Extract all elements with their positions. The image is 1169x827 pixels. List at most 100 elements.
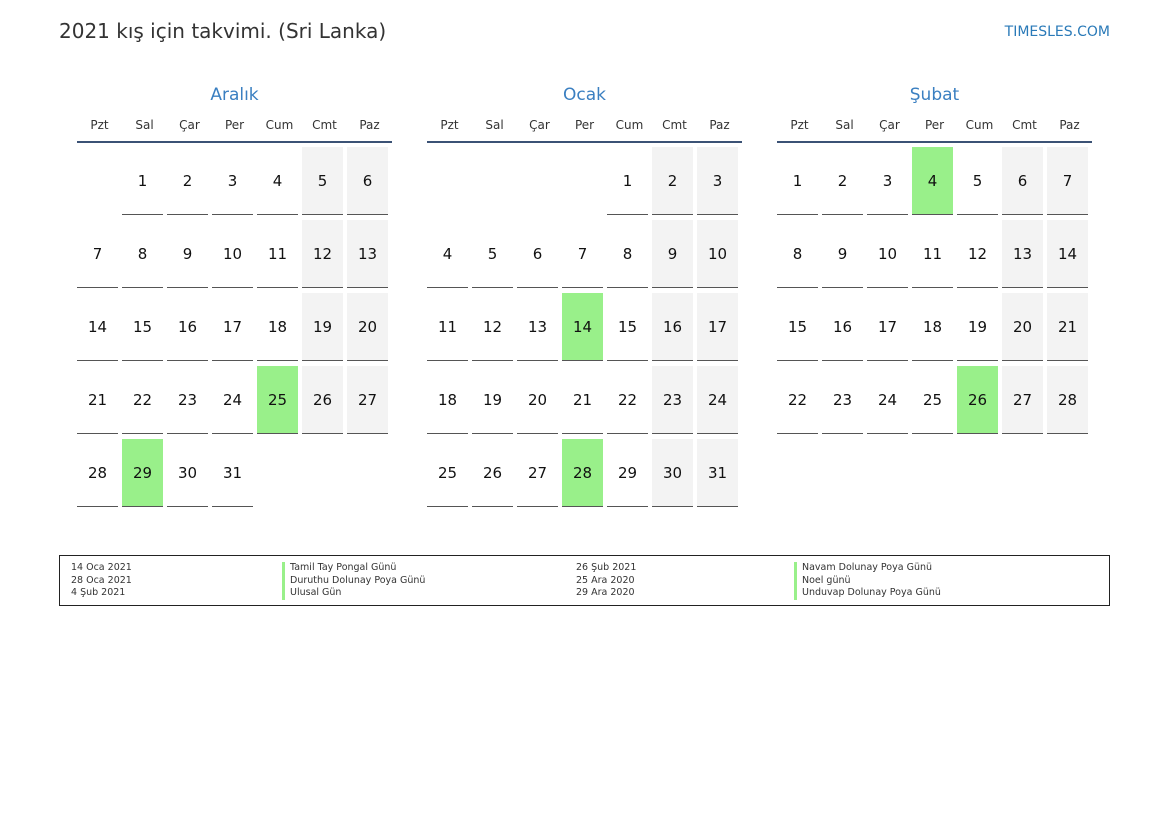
day-cell: 16 [652,293,694,361]
weekday-label: Per [924,118,945,132]
weekday-header: Pzt Sal Çar Per Cum Cmt Paz [777,115,1092,143]
month-name: Ocak [563,85,606,105]
day-cell: 5 [957,147,999,215]
day-cell: 2 [167,147,209,215]
week-row: 25 26 27 28 29 30 31 [427,439,742,507]
legend-holiday-name: Unduvap Dolunay Poya Günü [794,587,941,600]
week-row: 8 9 10 11 12 13 14 [777,220,1092,288]
weekday-label: Cmt [312,118,337,132]
day-cell: 11 [257,220,299,288]
day-cell: 16 [167,293,209,361]
month-january: Ocak Pzt Sal Çar Per Cum Cmt Paz 1 2 3 4 5 6 7 8 9 10 11 12… [427,84,742,512]
legend-holiday-name: Navam Dolunay Poya Günü [794,562,941,575]
week-row: 22 23 24 25 26 27 28 [777,366,1092,434]
day-cell: 12 [472,293,514,361]
legend-date: 14 Oca 2021 [71,562,132,573]
legend-date: 25 Ara 2020 [576,574,635,586]
legend-holiday-name: Ulusal Gün [282,587,425,600]
day-cell: 17 [697,293,739,361]
day-cell: 9 [822,220,864,288]
day-cell: 25 [912,366,954,434]
weekday-label: Cum [265,118,294,132]
page-title: 2021 kış için takvimi. (Sri Lanka) [59,19,387,43]
day-cell: 13 [347,220,389,288]
day-cell: 30 [652,439,694,507]
day-cell: 4 [427,220,469,288]
day-cell: 10 [697,220,739,288]
day-cell: 18 [257,293,299,361]
day-cell: 26 [302,366,344,434]
legend-names-col-2: Navam Dolunay Poya Günü Noel günü Unduva… [794,562,941,600]
day-cell: 8 [122,220,164,288]
day-cell: 17 [867,293,909,361]
weekday-label: Paz [359,118,380,132]
day-cell: 4 [257,147,299,215]
week-row: 18 19 20 21 22 23 24 [427,366,742,434]
day-cell: 14 [77,293,119,361]
day-cell: 19 [472,366,514,434]
weekday-header: Pzt Sal Çar Per Cum Cmt Paz [77,115,392,143]
day-cell: 2 [822,147,864,215]
day-cell: 5 [302,147,344,215]
day-cell: 20 [517,366,559,434]
empty-day-cell [257,439,298,507]
brand-link[interactable]: TIMESLES.COM [1004,24,1110,40]
month-december: Aralık Pzt Sal Çar Per Cum Cmt Paz 1 2 3 4 5 6 7 8 9 10 11… [77,84,392,512]
empty-day-cell [517,147,558,215]
weekday-label: Pzt [790,118,809,132]
weekday-label: Cmt [662,118,687,132]
day-cell: 6 [347,147,389,215]
day-cell: 1 [607,147,649,215]
legend-dates-col-1: 14 Oca 2021 28 Oca 2021 4 Şub 2021 [71,562,132,600]
empty-day-cell [472,147,513,215]
day-cell: 26 [472,439,514,507]
day-cell: 7 [77,220,119,288]
legend-dates-col-2: 26 Şub 2021 25 Ara 2020 29 Ara 2020 [576,562,636,600]
day-cell: 24 [212,366,254,434]
month-name: Aralık [210,85,259,105]
day-cell: 21 [1047,293,1089,361]
day-cell: 21 [77,366,119,434]
day-cell: 27 [517,439,559,507]
legend-holiday-name: Noel günü [794,574,941,587]
day-cell: 7 [562,220,604,288]
day-cell: 10 [212,220,254,288]
day-cell: 8 [777,220,819,288]
weekday-label: Pzt [440,118,459,132]
day-cell: 22 [122,366,164,434]
weekday-label: Cum [965,118,994,132]
day-cell: 18 [427,366,469,434]
day-cell: 13 [517,293,559,361]
weekday-label: Sal [485,118,504,132]
day-cell: 12 [302,220,344,288]
week-row: 14 15 16 17 18 19 20 [77,293,392,361]
day-cell: 11 [912,220,954,288]
day-cell: 27 [1002,366,1044,434]
day-cell: 27 [347,366,389,434]
month-february: Şubat Pzt Sal Çar Per Cum Cmt Paz 1 2 3 4 5 6 7 8 9 10 11 1… [777,84,1092,439]
day-cell: 4 [912,147,954,215]
weekday-label: Çar [179,118,200,132]
day-cell: 20 [347,293,389,361]
day-cell: 22 [607,366,649,434]
day-cell: 16 [822,293,864,361]
week-row: 15 16 17 18 19 20 21 [777,293,1092,361]
day-cell: 26 [957,366,999,434]
empty-day-cell [347,439,388,507]
day-cell: 29 [607,439,649,507]
day-cell: 17 [212,293,254,361]
day-cell: 9 [167,220,209,288]
day-cell: 24 [697,366,739,434]
day-cell: 13 [1002,220,1044,288]
day-cell: 23 [652,366,694,434]
day-cell: 1 [777,147,819,215]
week-row: 7 8 9 10 11 12 13 [77,220,392,288]
day-cell: 19 [957,293,999,361]
day-cell: 20 [1002,293,1044,361]
day-cell: 6 [1002,147,1044,215]
empty-day-cell [77,147,118,215]
legend-date: 29 Ara 2020 [576,587,635,598]
